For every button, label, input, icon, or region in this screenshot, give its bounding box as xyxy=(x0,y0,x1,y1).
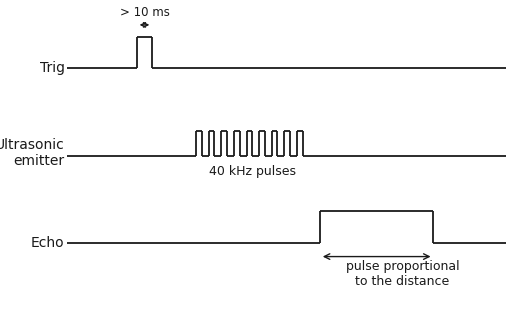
Text: 40 kHz pulses: 40 kHz pulses xyxy=(209,165,296,178)
Text: Trig: Trig xyxy=(40,61,64,76)
Text: > 10 ms: > 10 ms xyxy=(120,6,169,19)
Text: pulse proportional
to the distance: pulse proportional to the distance xyxy=(346,260,459,288)
Text: Echo: Echo xyxy=(31,235,64,250)
Text: Ultrasonic
emitter: Ultrasonic emitter xyxy=(0,138,64,168)
